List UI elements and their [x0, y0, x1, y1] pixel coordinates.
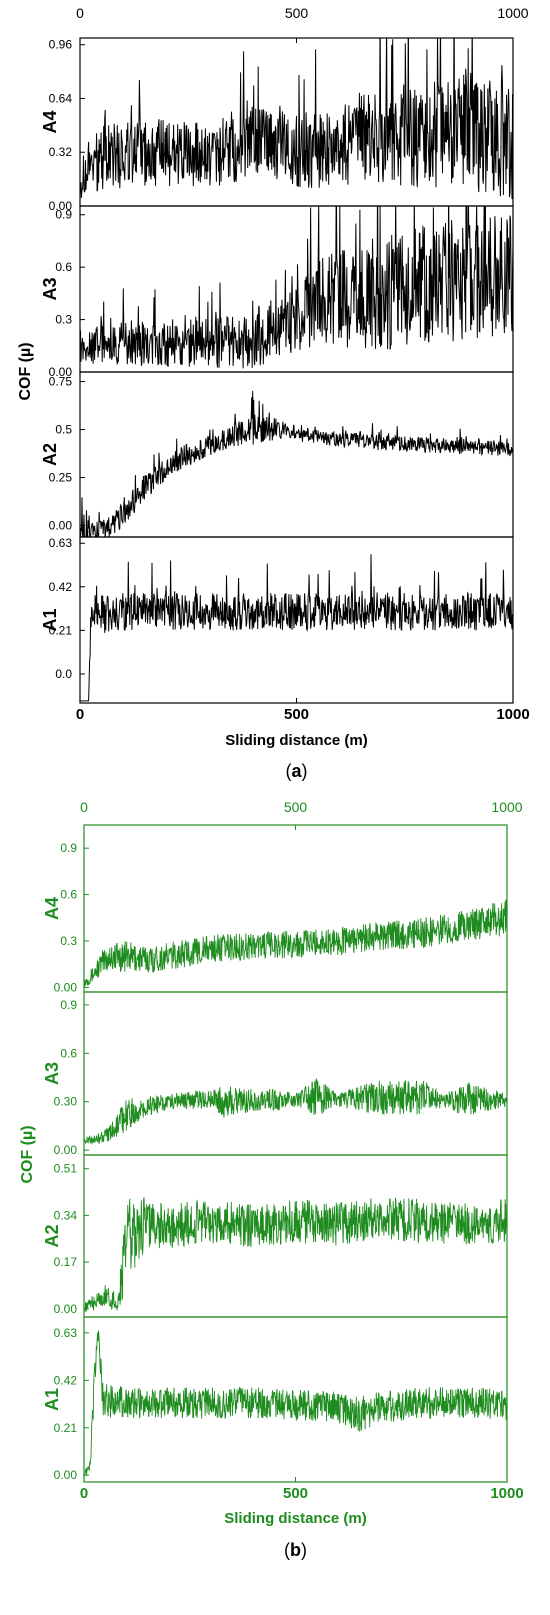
chart-1: 0.000.30.60.9A40.000.300.60.9A30.000.170…: [19, 799, 524, 1560]
y-tick-label: 0.6: [60, 1046, 77, 1060]
panel-a3: 0.00 0.30 0.6 0.9 A3: [42, 991, 508, 1157]
caption-close: ): [302, 761, 308, 781]
caption-letter: a: [291, 761, 302, 781]
panel-a4: 0.00 0.3 0.6 0.9 A4: [42, 824, 508, 994]
top-x-tick-label: 0: [76, 5, 84, 21]
panel-a4: 0.00 0.32 0.64 0.96 A4: [40, 37, 514, 213]
y-tick-label: 0.00: [49, 518, 73, 532]
y-tick-label: 0.5: [55, 423, 72, 437]
panel-a1: 0.0 0.21 0.42 0.63 A1: [40, 536, 514, 704]
top-x-tick-label: 1000: [497, 5, 528, 21]
panel-label: A1: [42, 1388, 62, 1411]
y-tick-label: 0.00: [49, 199, 73, 213]
y-tick-label: 0.21: [54, 1421, 78, 1435]
top-x-tick-label: 500: [284, 799, 308, 815]
x-tick-label: 500: [283, 1485, 308, 1502]
series-line-a4: [80, 38, 513, 201]
y-tick-label: 0.9: [60, 841, 77, 855]
caption-open: (: [284, 1540, 290, 1560]
x-axis-label: Sliding distance (m): [225, 732, 368, 749]
panel-a2: 0.00 0.25 0.5 0.75 A2: [40, 371, 514, 538]
panel-label: A4: [42, 897, 62, 920]
panel-label: A2: [42, 1224, 62, 1247]
y-tick-label: 0.30: [54, 1095, 78, 1109]
y-tick-label: 0.0: [55, 667, 72, 681]
panel-label: A2: [40, 443, 60, 466]
y-tick-label: 0.9: [55, 208, 72, 222]
y-tick-label: 0.34: [54, 1208, 78, 1222]
y-axis-label: COF (µ): [17, 342, 34, 400]
y-tick-label: 0.63: [49, 536, 73, 550]
y-tick-label: 0.3: [55, 313, 72, 327]
x-tick-label: 0: [76, 706, 84, 723]
y-tick-label: 0.42: [54, 1373, 78, 1387]
panel-label: A4: [40, 110, 60, 133]
panel-label: A3: [42, 1062, 62, 1085]
x-tick-label: 500: [284, 706, 309, 723]
y-tick-label: 0.75: [49, 375, 73, 389]
series-line-a3: [80, 206, 513, 369]
y-tick-label: 0.96: [49, 38, 73, 52]
caption-open: (: [285, 761, 291, 781]
top-x-tick-label: 0: [80, 799, 88, 815]
x-axis-label: Sliding distance (m): [224, 1510, 367, 1527]
y-tick-label: 0.00: [49, 365, 73, 379]
panel-label: A3: [40, 277, 60, 300]
series-line-a2: [84, 1197, 507, 1315]
series-line-a1: [84, 1330, 507, 1476]
panel-label: A1: [40, 608, 60, 631]
x-tick-label: 0: [80, 1485, 88, 1502]
top-x-tick-label: 500: [285, 5, 309, 21]
caption-close: ): [301, 1540, 307, 1560]
y-tick-label: 0.00: [54, 1468, 78, 1482]
series-line-a3: [84, 1077, 507, 1145]
y-tick-label: 0.3: [60, 934, 77, 948]
y-tick-label: 0.00: [54, 1143, 78, 1157]
y-tick-label: 0.17: [54, 1255, 78, 1269]
panel-a2: 0.00 0.17 0.34 0.51 A2: [42, 1154, 508, 1318]
panel-a1: 0.00 0.21 0.42 0.63 A1: [42, 1316, 508, 1483]
panel-a3: 0.00 0.3 0.6 0.9 A3: [40, 205, 514, 379]
y-tick-label: 0.9: [60, 998, 77, 1012]
panel-frame: [83, 991, 508, 1156]
series-line-a1: [80, 554, 513, 702]
series-line-a4: [84, 899, 507, 988]
caption-letter: b: [290, 1540, 301, 1560]
series-line-a2: [80, 390, 513, 537]
y-tick-label: 0.00: [54, 1302, 78, 1316]
y-tick-label: 0.63: [54, 1326, 78, 1340]
y-tick-label: 0.64: [49, 91, 73, 105]
y-tick-label: 0.32: [49, 145, 73, 159]
panel-frame: [79, 371, 514, 538]
y-axis-label: COF (µ): [19, 1125, 36, 1183]
y-tick-label: 0.6: [55, 260, 72, 274]
figure-caption: (a): [285, 761, 307, 781]
y-tick-label: 0.21: [49, 623, 73, 637]
x-tick-label: 1000: [490, 1485, 523, 1502]
x-tick-label: 1000: [496, 706, 529, 723]
y-tick-label: 0.6: [60, 888, 77, 902]
top-x-tick-label: 1000: [491, 799, 522, 815]
chart-0: 0.000.320.640.96A40.000.30.60.9A30.000.2…: [17, 5, 530, 781]
y-tick-label: 0.00: [54, 980, 78, 994]
y-tick-label: 0.51: [54, 1162, 78, 1176]
figure-caption: (b): [284, 1540, 307, 1560]
y-tick-label: 0.42: [49, 580, 73, 594]
y-tick-label: 0.25: [49, 471, 73, 485]
